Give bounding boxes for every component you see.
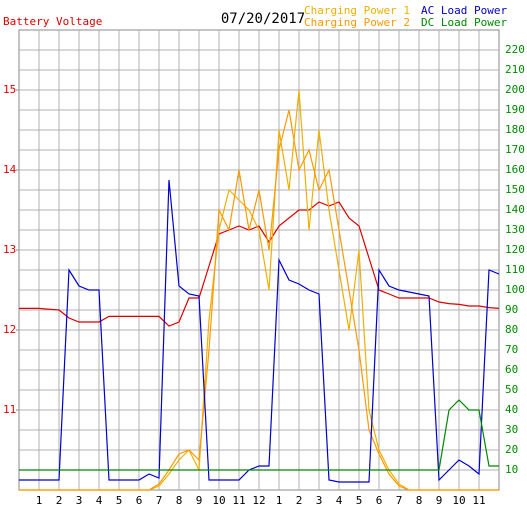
x-tick-label: 5 [116, 494, 123, 507]
x-tick-label: 7 [396, 494, 403, 507]
y2-tick-label: 160 [505, 163, 525, 176]
y2-tick-label: 210 [505, 63, 525, 76]
x-tick-label: 3 [316, 494, 323, 507]
x-tick-label: 6 [376, 494, 383, 507]
series-line [19, 399, 499, 471]
series-line [19, 179, 500, 483]
y2-tick-label: 60 [505, 363, 518, 376]
series-line [19, 109, 499, 491]
x-tick-label: 8 [176, 494, 183, 507]
y2-tick-label: 50 [505, 383, 518, 396]
y-tick-label: 15 [3, 83, 16, 96]
x-tick-label: 10 [452, 494, 465, 507]
y2-tick-label: 40 [505, 403, 518, 416]
y-tick-label: 13 [3, 243, 16, 256]
y2-tick-label: 200 [505, 83, 525, 96]
chart-date: 07/20/2017 [221, 11, 305, 27]
x-tick-label: 1 [36, 494, 43, 507]
y2-tick-label: 220 [505, 43, 525, 56]
legend-label: AC Load Power [421, 4, 507, 17]
x-tick-label: 2 [296, 494, 303, 507]
y2-tick-label: 150 [505, 183, 525, 196]
y-tick-label: 11 [3, 403, 16, 416]
y2-tick-label: 80 [505, 323, 518, 336]
y-tick-label: 12 [3, 323, 16, 336]
y2-tick-label: 190 [505, 103, 525, 116]
x-tick-label: 4 [336, 494, 343, 507]
x-tick-label: 9 [196, 494, 203, 507]
x-tick-label: 8 [416, 494, 423, 507]
x-tick-label: 4 [96, 494, 103, 507]
x-tick-label: 9 [436, 494, 443, 507]
y2-tick-label: 140 [505, 203, 525, 216]
y-tick-label: 14 [3, 163, 17, 176]
y2-tick-label: 130 [505, 223, 525, 236]
x-tick-label: 11 [232, 494, 245, 507]
x-tick-label: 5 [356, 494, 363, 507]
y2-tick-label: 10 [505, 463, 518, 476]
y2-tick-label: 30 [505, 423, 518, 436]
y2-tick-label: 70 [505, 343, 518, 356]
y2-tick-label: 20 [505, 443, 518, 456]
y2-tick-label: 90 [505, 303, 518, 316]
x-tick-label: 6 [136, 494, 143, 507]
legend-label: DC Load Power [421, 16, 507, 29]
x-tick-label: 1 [276, 494, 283, 507]
x-tick-label: 11 [472, 494, 485, 507]
y2-tick-label: 180 [505, 123, 525, 136]
legend-label: Charging Power 1 [304, 4, 410, 17]
legend-label: Charging Power 2 [304, 16, 410, 29]
y2-tick-label: 100 [505, 283, 525, 296]
y2-tick-label: 120 [505, 243, 525, 256]
y2-tick-label: 170 [505, 143, 525, 156]
x-tick-label: 2 [56, 494, 63, 507]
x-tick-label: 10 [212, 494, 225, 507]
y2-tick-label: 110 [505, 263, 525, 276]
x-tick-label: 12 [252, 494, 265, 507]
x-tick-label: 3 [76, 494, 83, 507]
series-line [19, 201, 500, 327]
x-tick-label: 7 [156, 494, 163, 507]
legend-label: Battery Voltage [3, 15, 102, 28]
